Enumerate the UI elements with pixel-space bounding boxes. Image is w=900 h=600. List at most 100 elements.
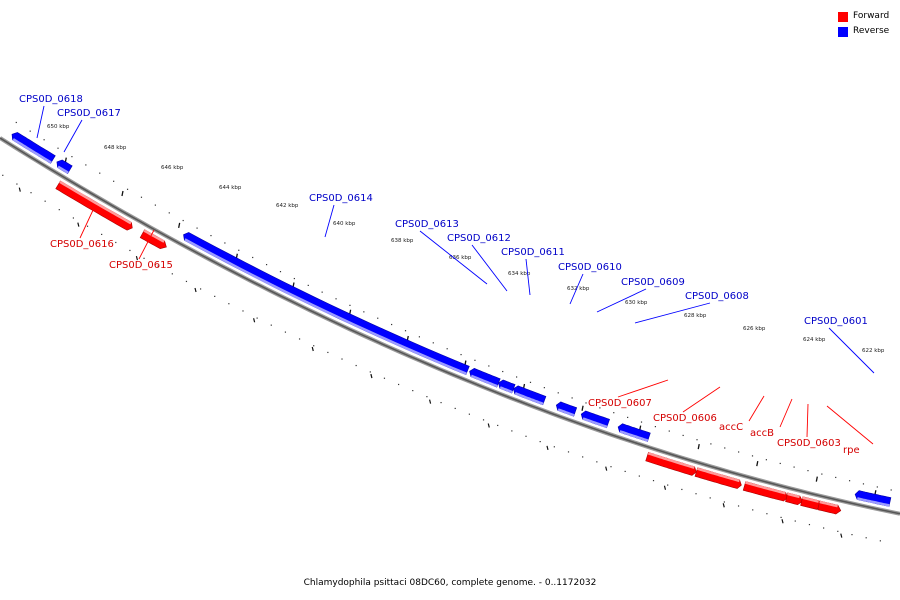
track-dot <box>363 311 365 313</box>
inner-major-tick <box>370 373 373 379</box>
kbp-tick-label: 636 kbp <box>449 255 472 261</box>
kbp-tick-label: 648 kbp <box>104 145 127 151</box>
track-dot <box>682 434 684 437</box>
track-dot <box>369 371 371 373</box>
track-dot <box>596 461 598 463</box>
track-dot <box>29 130 31 132</box>
track-dot <box>16 183 18 185</box>
track-dot <box>794 520 796 522</box>
genome-caption: Chlamydophila psittaci 08DC60, complete … <box>303 578 597 588</box>
inner-major-tick <box>487 423 490 428</box>
gene-leader-line <box>324 204 335 238</box>
track-dot <box>876 486 878 488</box>
track-dot <box>71 156 73 158</box>
kbp-tick-mark <box>815 476 818 482</box>
track-dot <box>862 483 865 485</box>
track-dot <box>298 338 301 340</box>
kbp-tick-label: 630 kbp <box>625 300 648 306</box>
track-dot <box>228 303 230 305</box>
track-dot <box>426 396 428 398</box>
track-dot <box>627 416 629 419</box>
track-dot <box>199 288 202 290</box>
inner-major-tick <box>77 222 80 227</box>
track-dot <box>807 470 809 472</box>
track-dot <box>681 488 683 491</box>
track-dot <box>695 493 697 495</box>
gene-leader-line <box>806 403 809 438</box>
track-dot <box>157 265 159 267</box>
track-dot <box>143 257 145 259</box>
gene-arrow-CPS0D_0616 <box>55 180 133 231</box>
track-dot <box>582 456 584 458</box>
track-dot <box>737 505 740 507</box>
track-dot <box>391 323 393 326</box>
track-dot <box>474 359 476 361</box>
kbp-tick-mark <box>178 222 181 229</box>
track-dot <box>454 407 456 410</box>
gene-label: CPS0D_0612 <box>447 233 511 244</box>
gene-leader-line <box>138 229 155 260</box>
track-dot <box>696 439 698 441</box>
track-dot <box>652 480 655 482</box>
track-dot <box>460 353 462 356</box>
track-dot <box>553 446 555 448</box>
inner-major-tick <box>135 255 138 261</box>
track-dot <box>99 172 101 174</box>
track-dot <box>126 188 129 190</box>
kbp-tick-label: 638 kbp <box>391 238 414 244</box>
track-dot <box>335 298 337 300</box>
track-dot <box>793 466 795 468</box>
gene-bevel <box>57 165 69 174</box>
gene-leader-line <box>36 105 45 139</box>
track-dot <box>171 273 173 275</box>
track-dot <box>709 497 711 499</box>
track-dot <box>242 310 244 312</box>
inner-tick-track <box>2 174 881 542</box>
track-dot <box>256 317 258 319</box>
track-dot <box>654 426 656 428</box>
inner-major-tick <box>781 519 784 524</box>
track-dot <box>808 523 811 526</box>
track-dot <box>196 227 198 229</box>
track-dot <box>482 419 485 421</box>
track-dot <box>101 233 103 236</box>
kbp-tick-label: 626 kbp <box>743 326 766 332</box>
track-dot <box>238 249 240 251</box>
track-dot <box>488 365 490 367</box>
gene-leader-line <box>596 288 647 313</box>
kbp-tick-label: 628 kbp <box>684 313 707 319</box>
gene-label: CPS0D_0601 <box>804 316 868 327</box>
inner-major-tick <box>18 187 21 192</box>
gene-bevel <box>819 500 838 508</box>
kbp-tick-label: 644 kbp <box>219 185 242 191</box>
track-dot <box>752 509 754 511</box>
gene-bevel <box>499 386 513 394</box>
track-dot <box>710 443 712 445</box>
track-dot <box>738 451 740 453</box>
inner-major-tick <box>605 466 608 471</box>
track-dot <box>610 466 612 468</box>
track-dot <box>72 217 75 219</box>
track-dot <box>848 480 851 482</box>
track-dot <box>515 376 518 378</box>
kbp-tick-mark <box>581 405 584 411</box>
track-dot <box>57 147 59 149</box>
track-dot <box>349 304 351 306</box>
gene-leader-line <box>748 395 765 422</box>
gene-label: CPS0D_0614 <box>309 193 373 204</box>
track-dot <box>284 331 287 333</box>
track-dot <box>668 430 670 432</box>
track-dot <box>252 256 254 259</box>
track-dot <box>624 470 626 473</box>
gene-bevel <box>619 430 649 442</box>
reverse-swatch <box>838 26 848 37</box>
kbp-tick-label: 632 kbp <box>567 286 590 292</box>
gene-bevel <box>184 238 467 375</box>
track-dot <box>15 121 17 124</box>
track-dot <box>571 397 573 399</box>
track-dot <box>182 219 184 222</box>
track-dot <box>115 241 117 244</box>
gene-bevel <box>12 138 52 164</box>
legend: Forward Reverse <box>838 9 889 39</box>
gene-label: CPS0D_0610 <box>558 262 622 273</box>
